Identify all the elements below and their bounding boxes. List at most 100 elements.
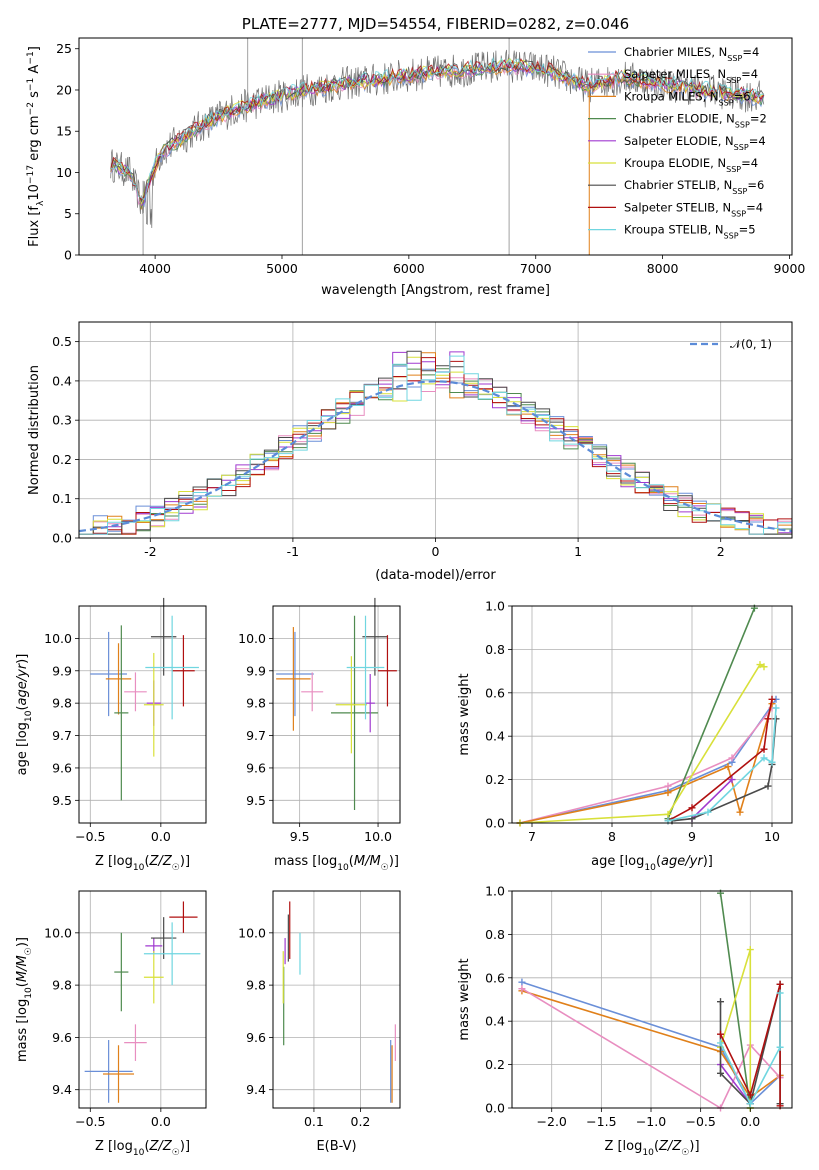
x-tick-label: −2.0 [537,1114,567,1129]
y-tick-label: 0.6 [485,970,505,985]
y-axis-label: Flux [fλ10−17 erg cm−2 s−1 A−1] [26,46,46,247]
y-tick-label: 0.4 [52,373,72,388]
weight-marker [688,804,696,812]
x-tick-label: 9000 [774,261,806,276]
x-axis-label: mass [log10(M/M☉)] [274,854,399,873]
residual-histogram [79,350,792,535]
y-tick-label: 10.0 [238,631,266,646]
y-tick-label: 0.3 [52,413,72,428]
y-tick-label: 0.0 [485,1101,505,1116]
y-tick-label: 1.0 [485,884,505,899]
weight-line [719,1064,751,1105]
y-tick-label: 0.2 [485,772,505,787]
model-fit-line [110,62,765,206]
y-tick-label: 0.4 [485,729,505,744]
model-fit-line [110,56,764,201]
x-tick-label: 4000 [139,261,171,276]
x-axis-label: Z [log10(Z/Z☉)] [604,1139,699,1158]
weight-line [667,699,773,822]
y-tick-label: 10.0 [44,925,72,940]
x-tick-label: 1 [574,544,582,559]
x-tick-label: 9.5 [290,829,310,844]
weight-line [667,607,756,820]
y-tick-label: 0.8 [485,642,505,657]
x-tick-label: 0.0 [151,829,171,844]
legend-entry: Kroupa ELODIE, NSSP=4 [624,156,758,174]
axes-frame [272,890,401,1109]
legend-entry: Kroupa STELIB, NSSP=5 [624,223,756,241]
y-tick-label: 9.5 [246,793,266,808]
y-tick-label: 9.6 [246,1030,266,1045]
y-tick-label: 20 [56,82,72,97]
y-tick-label: 0.8 [485,927,505,942]
y-tick-label: 9.9 [246,663,266,678]
x-tick-label: 9 [688,829,696,844]
weight-line [691,779,733,820]
weight-marker [664,782,672,790]
y-axis-label: mass weight [457,958,472,1040]
x-axis-label: Z [log10(Z/Z☉)] [95,1139,190,1158]
weight-marker [717,1030,725,1038]
weight-marker [664,789,672,797]
weight-vs-age-lines [516,604,780,827]
x-tick-label: 10 [764,829,780,844]
y-tick-label: 1.0 [485,599,505,614]
model-fit-line [110,60,765,203]
x-tick-label: 8 [608,829,616,844]
residual-histogram [79,352,792,535]
legend-entry: 𝒩(0, 1) [730,337,772,351]
model-fit-line [110,57,764,206]
y-tick-label: 15 [56,124,72,139]
axes-frame [511,890,793,1109]
y-tick-label: 9.8 [246,978,266,993]
model-fit-line [110,58,765,201]
y-tick-label: 0.4 [485,1014,505,1029]
residual-histogram [79,357,792,535]
y-tick-label: 9.8 [52,978,72,993]
y-tick-label: 9.6 [52,1030,72,1045]
x-axis-label: wavelength [Angstrom, rest frame] [321,283,550,298]
weight-marker [717,1039,725,1047]
normal-curve [78,380,793,533]
mass-vs-Z-ticks: −0.5 0.0 9.4 9.6 9.8 10.0 [44,890,207,1129]
y-tick-label: 0.0 [485,816,505,831]
weight-marker [704,808,712,816]
x-tick-label: 0.2 [351,1114,371,1129]
axes-frame [511,605,793,824]
weight-marker [717,1069,725,1077]
weight-marker [724,763,732,771]
figure-title: PLATE=2777, MJD=54554, FIBERID=0282, z=0… [242,15,629,33]
weight-marker [664,810,672,818]
weight-marker [518,985,526,993]
spectrum-legend: Chabrier MILES, NSSP=4 Salpeter MILES, NS… [588,45,767,240]
x-tick-label: 7 [528,829,536,844]
weight-marker [764,782,772,790]
weight-line [519,663,765,824]
histogram-group [78,350,793,535]
y-tick-label: 9.8 [246,696,266,711]
y-axis-label: mass weight [457,673,472,755]
axes-frame [272,605,401,824]
residual-legend: 𝒩(0, 1) [690,337,772,351]
weight-marker [746,1100,754,1108]
age-vs-Z-axes [79,606,206,823]
age-vs-mass-axes [273,606,400,823]
axes-frame [78,37,793,256]
y-axis-label: age [log10(age/yr)] [15,654,34,776]
age-vs-mass-ticks: 9.5 10.0 9.5 9.6 9.7 9.8 9.9 10.0 [238,605,401,844]
y-tick-label: 0.2 [485,1057,505,1072]
weight-marker [746,1091,754,1099]
legend-entry: Salpeter STELIB, NSSP=4 [624,200,763,218]
weight-marker [764,715,772,723]
x-tick-label: −1.5 [586,1114,616,1129]
legend-entry: Chabrier STELIB, NSSP=6 [624,178,764,196]
weight-marker [768,758,776,766]
x-tick-label: 10.0 [364,829,392,844]
weight-marker [756,661,764,669]
weight-vs-age-ticks: 7 8 9 10 0.0 0.2 0.4 0.6 0.8 1.0 [485,599,793,844]
y-tick-label: 9.7 [52,728,72,743]
legend-entry: Salpeter MILES, NSSP=4 [624,67,758,85]
weight-marker [736,808,744,816]
y-tick-label: 9.6 [246,760,266,775]
